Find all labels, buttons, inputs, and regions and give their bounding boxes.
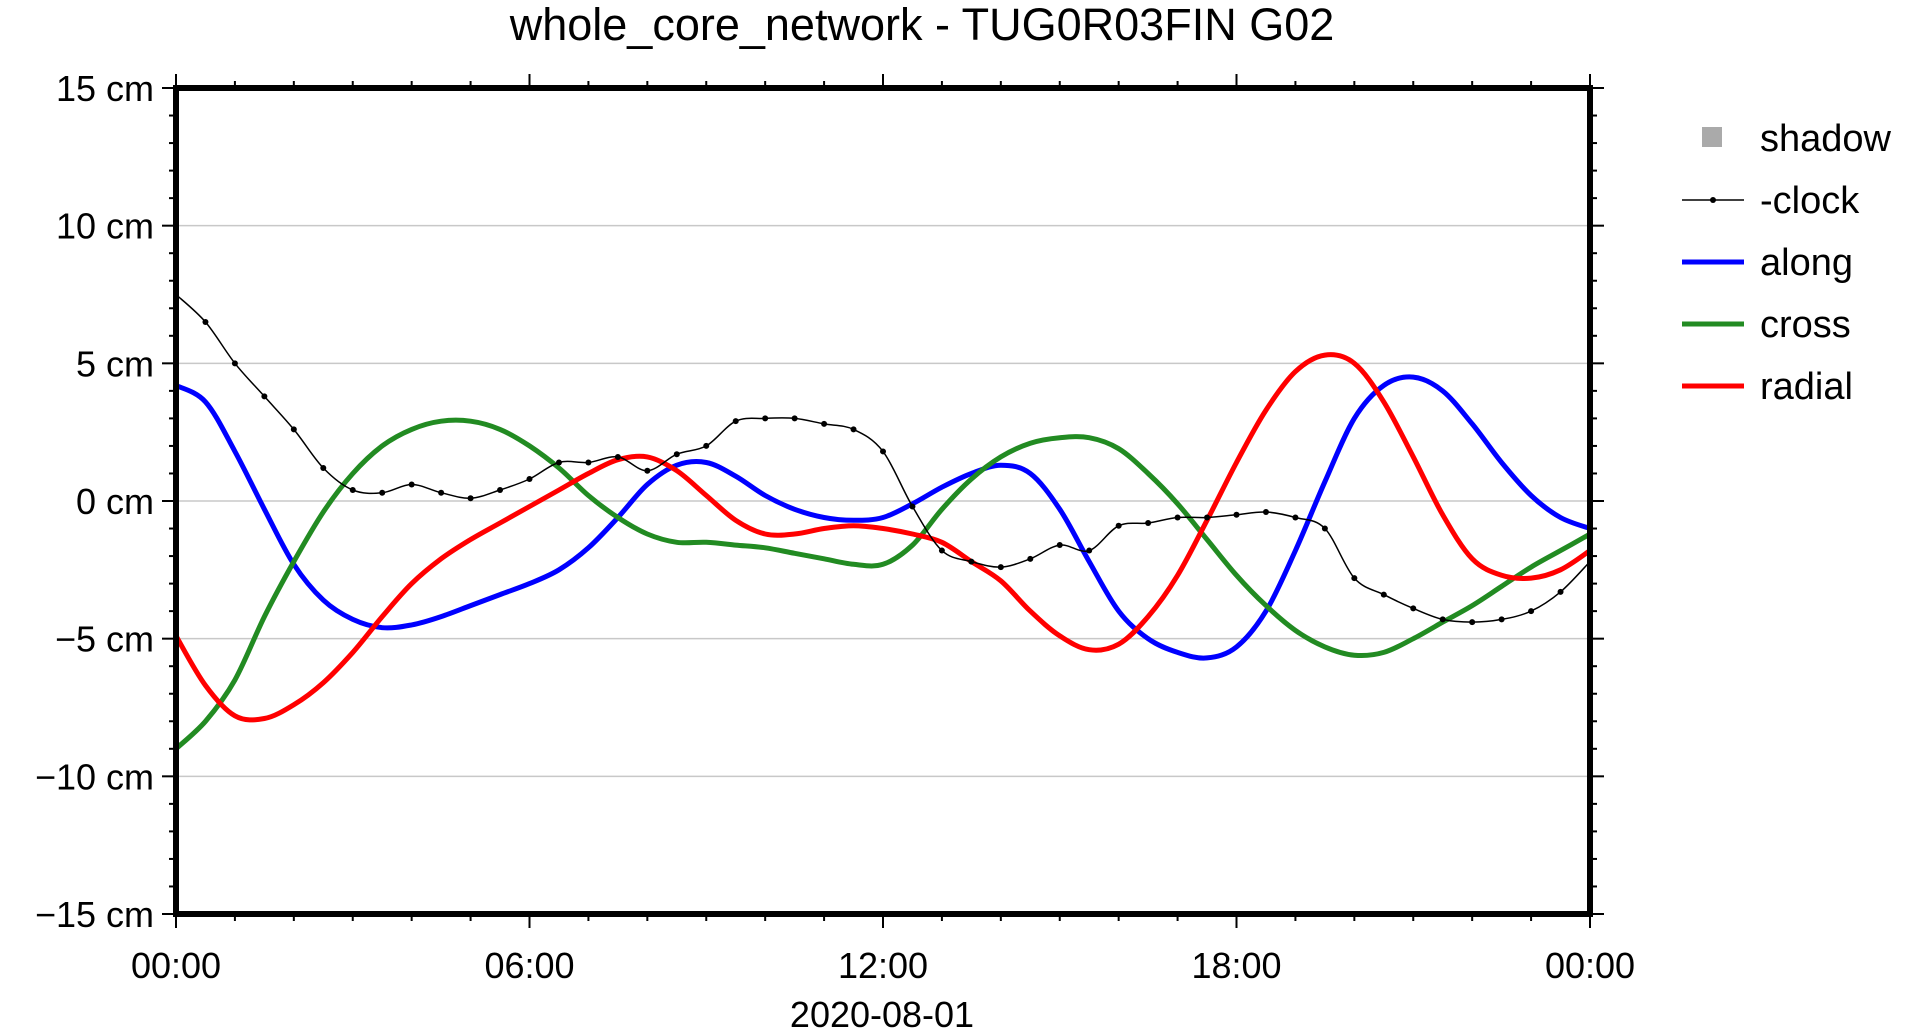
legend-label-radial: radial xyxy=(1760,366,1853,408)
series-clock-point xyxy=(1115,522,1122,529)
series-clock-point xyxy=(1469,619,1476,626)
series-clock-point xyxy=(880,448,886,455)
legend-swatch-shadow xyxy=(1702,127,1722,147)
series-clock-point xyxy=(202,319,209,326)
series-clock-line xyxy=(176,293,1590,623)
series-clock-point xyxy=(614,453,621,460)
series-cross-line xyxy=(176,417,1590,751)
legend-label-cross: cross xyxy=(1760,304,1851,346)
series-clock-point xyxy=(1086,547,1093,554)
series-radial-line xyxy=(176,352,1590,723)
series-clock-point xyxy=(467,495,474,502)
grid-lines xyxy=(176,224,1590,778)
legend-marker-clock xyxy=(1710,197,1716,203)
series-clock-point xyxy=(938,547,945,554)
series-clock-point xyxy=(320,464,327,471)
series-clock-point xyxy=(1145,520,1152,527)
series-clock-point xyxy=(349,486,356,493)
y-tick-labels: 15 cm 10 cm 5 cm 0 cm −5 cm −10 cm −15 cm xyxy=(35,68,154,935)
y-tick-label: −15 cm xyxy=(35,894,154,935)
series-clock-point xyxy=(703,442,710,449)
series-clock-point xyxy=(673,451,680,458)
x-tick-label: 18:00 xyxy=(1191,945,1281,986)
series-clock-point xyxy=(408,481,415,488)
legend-label-along: along xyxy=(1760,242,1853,284)
y-tick-label: −5 cm xyxy=(55,619,154,660)
series-clock-point xyxy=(231,360,238,367)
series-clock-point xyxy=(1321,525,1328,532)
x-tick-label: 06:00 xyxy=(484,945,574,986)
series-clock-point xyxy=(644,467,651,474)
legend-label-shadow: shadow xyxy=(1760,118,1892,160)
series-clock-point xyxy=(968,558,975,565)
series-clock-point xyxy=(909,503,916,510)
series-layer xyxy=(173,291,1593,751)
series-clock-point xyxy=(1351,575,1358,582)
x-tick-label: 00:00 xyxy=(131,945,221,986)
series-clock-point xyxy=(997,564,1004,571)
series-clock-point xyxy=(1292,514,1299,521)
y-tick-label: 0 cm xyxy=(76,481,154,522)
series-clock-point xyxy=(1174,514,1181,521)
series-clock-point xyxy=(850,426,857,433)
series-clock-point xyxy=(1557,588,1564,595)
series-clock-point xyxy=(497,486,504,493)
series-clock-point xyxy=(1233,511,1240,518)
series-clock-point xyxy=(1410,605,1417,612)
series-clock-point xyxy=(555,459,562,466)
series-clock-point xyxy=(1204,514,1211,521)
series-clock-point xyxy=(438,489,445,496)
series-clock-point xyxy=(1027,555,1034,562)
y-tick-label: 15 cm xyxy=(56,68,154,109)
series-clock-point xyxy=(762,415,769,422)
y-tick-label: 5 cm xyxy=(76,343,154,384)
series-clock-point xyxy=(379,489,386,496)
x-tick-label: 00:00 xyxy=(1545,945,1635,986)
x-tick-labels: 00:00 06:00 12:00 18:00 00:00 xyxy=(131,945,1635,986)
y-tick-label: 10 cm xyxy=(56,206,154,247)
x-axis-label: 2020-08-01 xyxy=(790,994,974,1034)
series-clock-point xyxy=(1056,542,1063,549)
series-clock-point xyxy=(1528,608,1535,615)
y-tick-label: −10 cm xyxy=(35,756,154,797)
series-clock-point xyxy=(821,420,828,427)
series-clock-point xyxy=(1439,616,1446,623)
series-clock-point xyxy=(526,475,533,482)
axis-ticks xyxy=(162,74,1604,928)
series-clock-point xyxy=(1380,591,1387,598)
legend: shadow -clock along cross radial xyxy=(1682,118,1892,408)
series-clock-point xyxy=(791,415,798,422)
x-tick-label: 12:00 xyxy=(838,945,928,986)
legend-label-clock: -clock xyxy=(1760,180,1860,222)
series-clock-point xyxy=(1498,616,1505,623)
series-clock-point xyxy=(585,459,592,466)
series-clock-point xyxy=(1262,509,1269,516)
chart-title: whole_core_network - TUG0R03FIN G02 xyxy=(509,0,1335,50)
series-along-line xyxy=(176,374,1590,661)
series-clock-point xyxy=(290,426,297,433)
series-clock-point xyxy=(261,393,268,400)
series-clock-point xyxy=(732,418,739,425)
